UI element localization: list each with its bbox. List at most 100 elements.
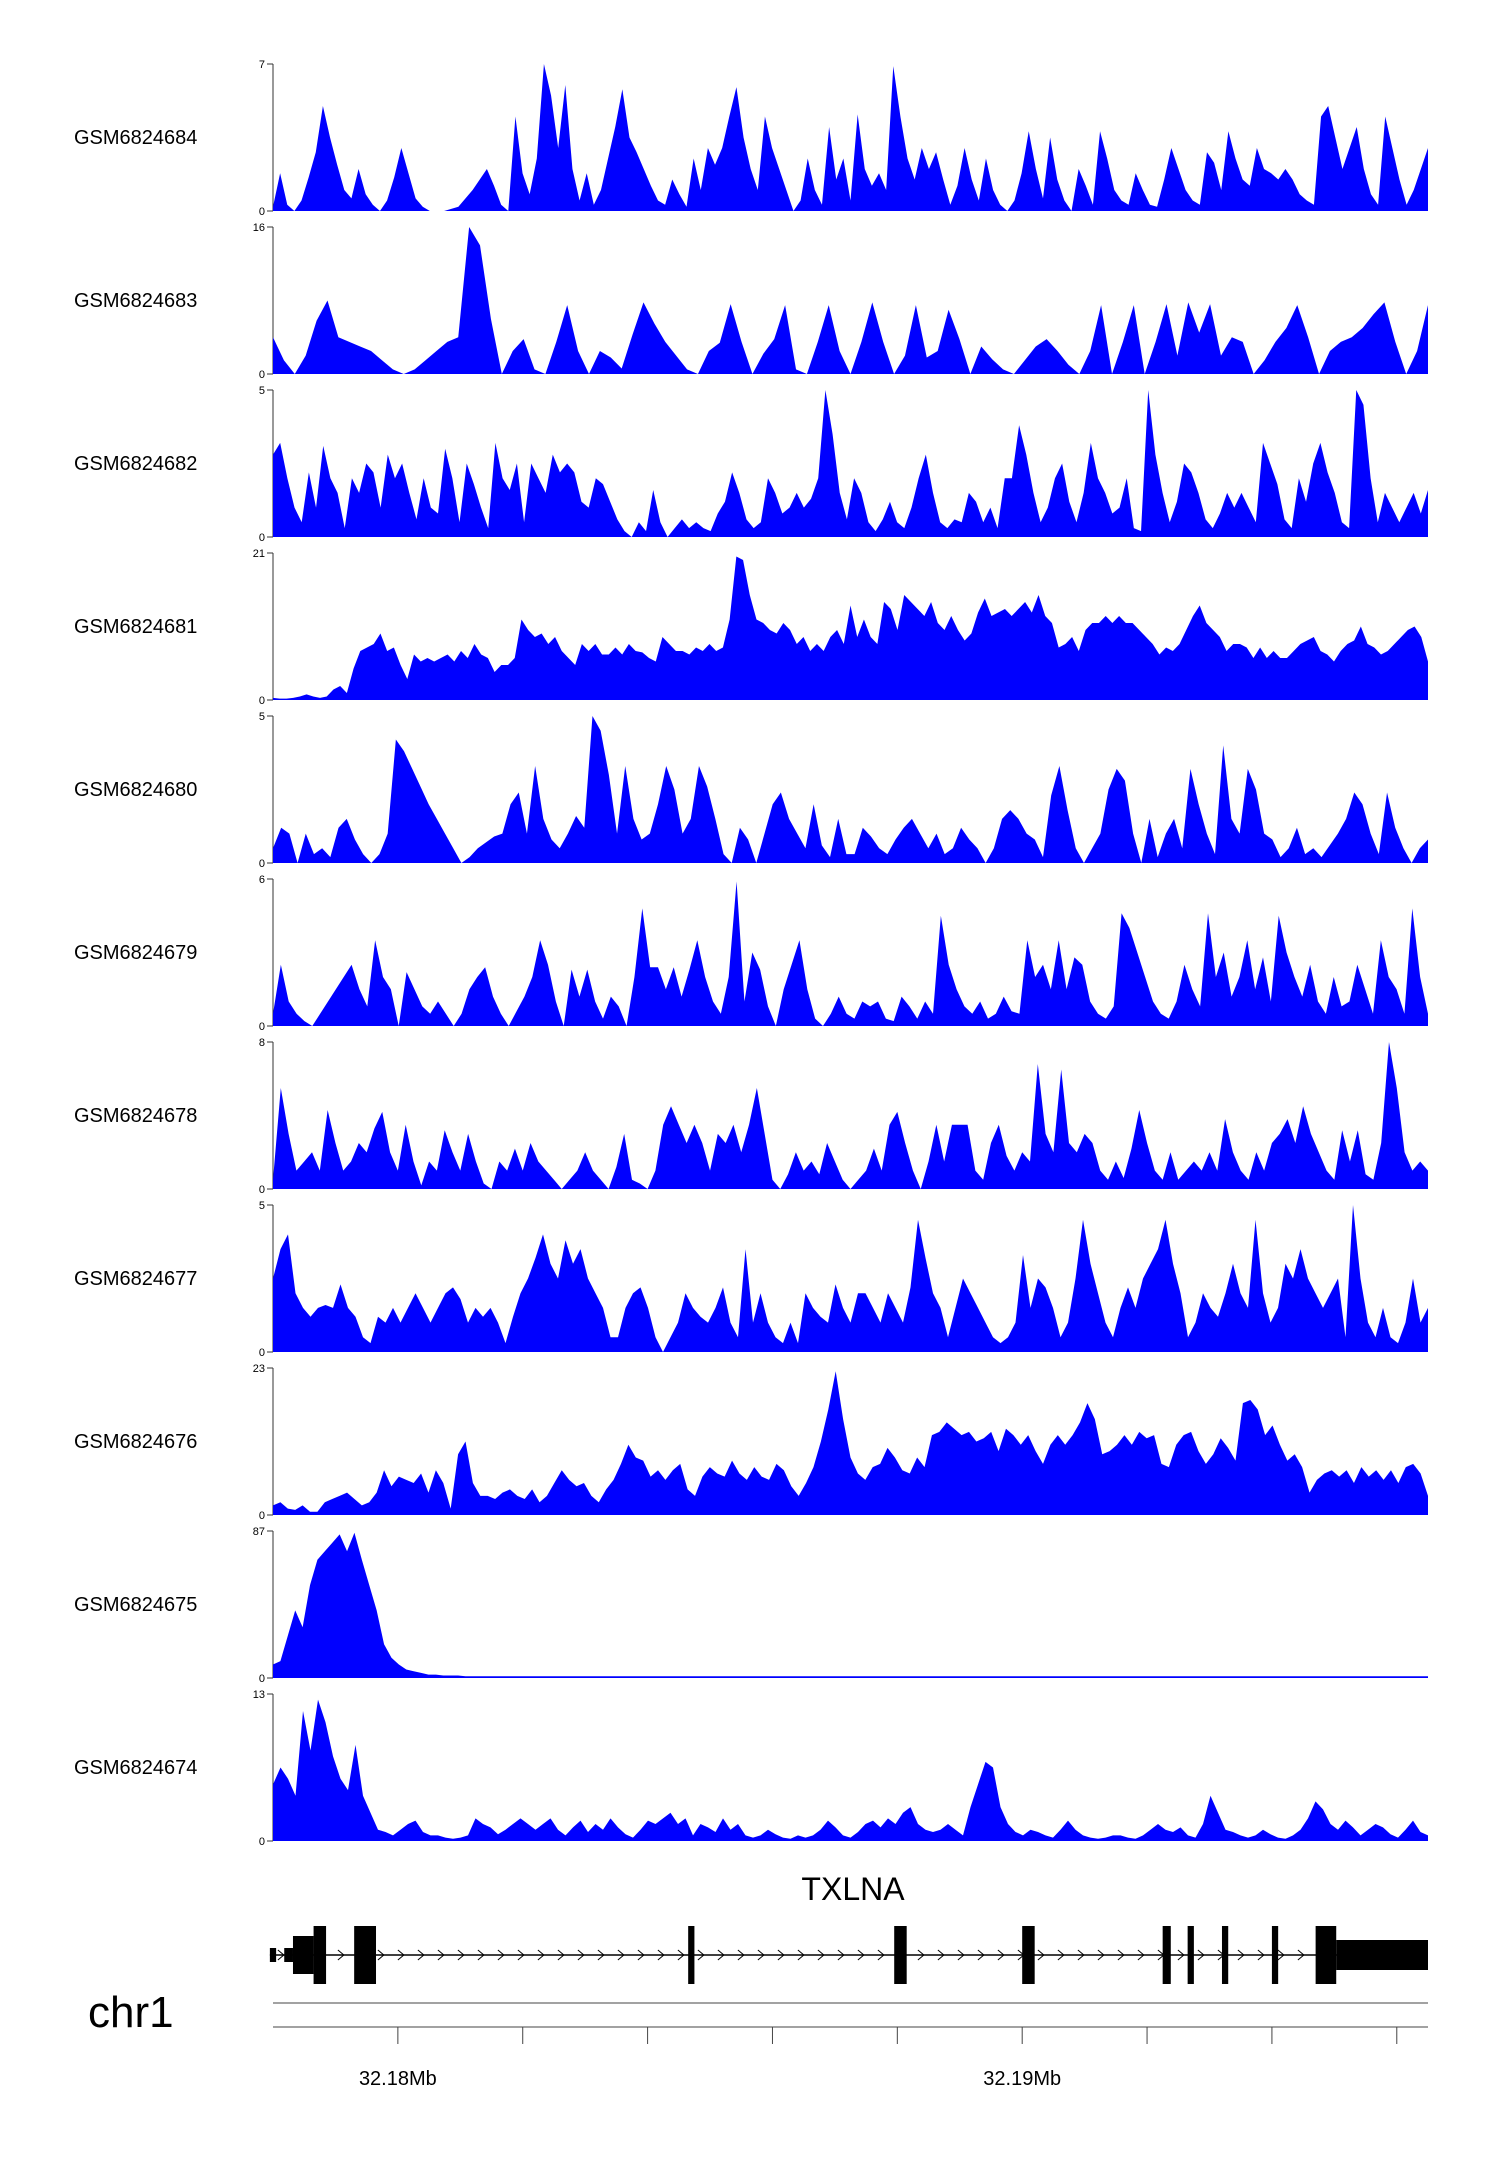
coverage-area [273, 1532, 1428, 1678]
strand-chevron [817, 1949, 825, 1961]
strand-chevron [657, 1949, 665, 1961]
y-tick-label-max: 7 [259, 59, 265, 71]
coverage-area [273, 881, 1428, 1026]
strand-chevron [277, 1949, 285, 1961]
track-label: GSM6824682 [74, 453, 197, 475]
y-tick-label-min: 0 [259, 1021, 265, 1033]
track-label: GSM6824675 [74, 1594, 197, 1616]
y-tick-label-min: 0 [259, 369, 265, 381]
y-axis: 50 [259, 711, 274, 870]
strand-chevron [957, 1949, 965, 1961]
exon-block [894, 1926, 907, 1984]
strand-chevron [1177, 1949, 1185, 1961]
strand-chevron [797, 1949, 805, 1961]
strand-chevron [417, 1949, 425, 1961]
strand-chevron [837, 1949, 845, 1961]
y-tick-label-max: 6 [259, 874, 265, 886]
exon-block [313, 1926, 327, 1984]
strand-chevron [737, 1949, 745, 1961]
strand-chevron [477, 1949, 485, 1961]
strand-chevron [1117, 1949, 1125, 1961]
strand-chevron [1297, 1949, 1305, 1961]
y-axis: 16 0 [253, 222, 274, 381]
track-label: GSM6824676 [74, 1431, 197, 1453]
track-label: GSM6824674 [74, 1757, 197, 1779]
coverage-area [273, 1371, 1428, 1515]
exon-block [1022, 1926, 1035, 1984]
strand-chevron [1277, 1949, 1285, 1961]
axis-tick-label: 32.18Mb [359, 2068, 437, 2090]
track-label: GSM6824680 [74, 779, 197, 801]
strand-chevron [937, 1949, 945, 1961]
exon-block [1187, 1926, 1194, 1984]
exon-block [292, 1936, 314, 1974]
y-axis: 80 [259, 1037, 274, 1196]
coverage-area [273, 1205, 1428, 1352]
strand-chevron [597, 1949, 605, 1961]
axis-tick-label: 32.19Mb [983, 2068, 1061, 2090]
y-axis: 87 0 [253, 1526, 274, 1685]
y-axis: 21 0 [253, 548, 274, 707]
strand-chevron [977, 1949, 985, 1961]
y-tick-label-max: 87 [253, 1526, 265, 1538]
strand-chevron [1097, 1949, 1105, 1961]
strand-chevron [677, 1949, 685, 1961]
y-axis: 23 0 [253, 1363, 274, 1522]
strand-chevron [697, 1949, 705, 1961]
y-tick-label-max: 13 [253, 1689, 265, 1701]
track-GSM6824683: GSM6824683 16 0 [74, 222, 1428, 381]
y-tick-label-min: 0 [259, 532, 265, 544]
y-tick-label-min: 0 [259, 695, 265, 707]
track-GSM6824674: GSM6824674 13 0 [74, 1689, 1428, 1848]
coverage-area [273, 227, 1428, 374]
y-axis: 50 [259, 385, 274, 544]
strand-chevron [857, 1949, 865, 1961]
strand-chevron [917, 1949, 925, 1961]
track-label: GSM6824679 [74, 942, 197, 964]
y-tick-label-max: 23 [253, 1363, 265, 1375]
chromosome-label: chr1 [88, 1988, 174, 2037]
y-tick-label-max: 21 [253, 548, 265, 560]
strand-chevron [1077, 1949, 1085, 1961]
y-axis: 70 [259, 59, 274, 218]
coverage-area [273, 556, 1428, 700]
strand-chevron [1057, 1949, 1065, 1961]
strand-chevron [1237, 1949, 1245, 1961]
exon-block [1162, 1926, 1171, 1984]
track-GSM6824675: GSM6824675 87 0 [74, 1526, 1428, 1685]
y-tick-label-min: 0 [259, 1510, 265, 1522]
track-label: GSM6824681 [74, 616, 197, 638]
strand-chevron [517, 1949, 525, 1961]
strand-chevron [337, 1949, 345, 1961]
y-tick-label-min: 0 [259, 206, 265, 218]
strand-chevron [557, 1949, 565, 1961]
y-tick-label-max: 16 [253, 222, 265, 234]
strand-chevron [1137, 1949, 1145, 1961]
strand-chevron [457, 1949, 465, 1961]
strand-chevron [1197, 1949, 1205, 1961]
strand-chevron [777, 1949, 785, 1961]
y-axis: 50 [259, 1200, 274, 1359]
y-tick-label-max: 8 [259, 1037, 265, 1049]
coverage-area [273, 716, 1428, 863]
y-tick-label-min: 0 [259, 1347, 265, 1359]
strand-chevron [537, 1949, 545, 1961]
exon-block [1315, 1926, 1337, 1984]
strand-chevron [577, 1949, 585, 1961]
y-tick-label-min: 0 [259, 1836, 265, 1848]
track-label: GSM6824684 [74, 127, 197, 149]
exon-block [284, 1948, 293, 1962]
strand-chevron [997, 1949, 1005, 1961]
strand-chevron [717, 1949, 725, 1961]
y-tick-label-max: 5 [259, 385, 265, 397]
strand-chevron [617, 1949, 625, 1961]
strand-chevron [1037, 1949, 1045, 1961]
track-label: GSM6824683 [74, 290, 197, 312]
strand-chevron [497, 1949, 505, 1961]
gene-name-label: TXLNA [801, 1871, 905, 1907]
tracks-layer: GSM682468470GSM6824683160GSM682468250GSM… [74, 59, 1428, 1848]
